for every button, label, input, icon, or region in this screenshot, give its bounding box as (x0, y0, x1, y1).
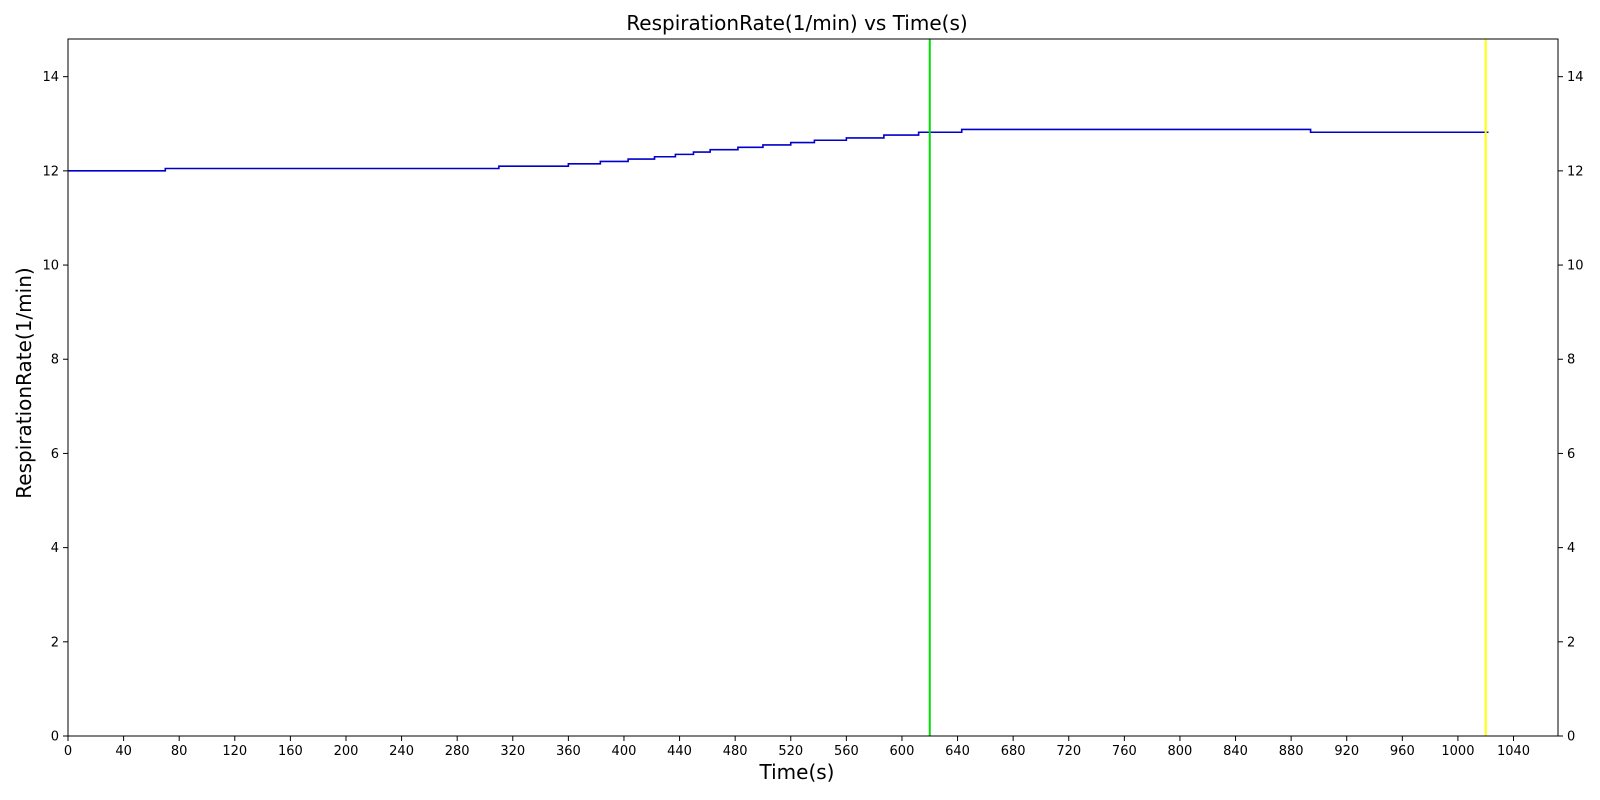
series-line-0 (68, 128, 1489, 172)
x-tick-label: 240 (389, 744, 414, 759)
x-tick-label: 560 (834, 744, 859, 759)
y-tick-label-left: 2 (51, 635, 59, 650)
x-tick-label: 600 (890, 744, 915, 759)
x-tick-label: 120 (222, 744, 247, 759)
x-tick-label: 80 (171, 744, 188, 759)
y-tick-label-left: 4 (51, 541, 59, 556)
axis-ticks: 0 40 80 120 160 200 240 280 320 360 400 440 480 520 56… (42, 70, 1583, 759)
y-tick-label-right: 12 (1567, 164, 1584, 179)
y-tick-label-left: 12 (42, 164, 59, 179)
x-tick-label: 680 (1001, 744, 1026, 759)
x-tick-label: 760 (1112, 744, 1137, 759)
y-tick-label-right: 10 (1567, 259, 1584, 274)
y-tick-label-right: 14 (1567, 70, 1584, 85)
y-tick-label-left: 0 (51, 730, 59, 745)
x-tick-label: 160 (278, 744, 303, 759)
plot-area (68, 39, 1489, 736)
y-tick-label-right: 4 (1567, 541, 1575, 556)
x-tick-label: 440 (667, 744, 692, 759)
x-tick-label: 960 (1390, 744, 1415, 759)
y-tick-label-left: 10 (42, 259, 59, 274)
x-tick-label: 480 (723, 744, 748, 759)
chart-title: RespirationRate(1/min) vs Time(s) (626, 11, 967, 35)
x-tick-label: 720 (1056, 744, 1081, 759)
y-tick-label-right: 8 (1567, 353, 1575, 368)
y-tick-label-left: 8 (51, 353, 59, 368)
x-axis-label: Time(s) (759, 760, 835, 784)
x-tick-label: 0 (64, 744, 72, 759)
x-tick-label: 400 (612, 744, 637, 759)
y-tick-label-right: 0 (1567, 730, 1575, 745)
x-tick-label: 840 (1223, 744, 1248, 759)
x-tick-label: 320 (500, 744, 525, 759)
x-tick-label: 1040 (1497, 744, 1530, 759)
y-tick-label-right: 2 (1567, 635, 1575, 650)
y-axis-label: RespirationRate(1/min) (12, 267, 36, 498)
x-tick-label: 360 (556, 744, 581, 759)
x-tick-label: 920 (1334, 744, 1359, 759)
x-tick-label: 520 (778, 744, 803, 759)
x-tick-label: 800 (1168, 744, 1193, 759)
x-tick-label: 880 (1279, 744, 1304, 759)
x-tick-label: 640 (945, 744, 970, 759)
plot-frame (67, 38, 1559, 737)
x-tick-label: 1000 (1441, 744, 1474, 759)
y-tick-label-left: 14 (42, 70, 59, 85)
y-tick-label-right: 6 (1567, 447, 1575, 462)
x-tick-label: 200 (334, 744, 359, 759)
y-tick-label-left: 6 (51, 447, 59, 462)
x-tick-label: 280 (445, 744, 470, 759)
x-tick-label: 40 (115, 744, 132, 759)
